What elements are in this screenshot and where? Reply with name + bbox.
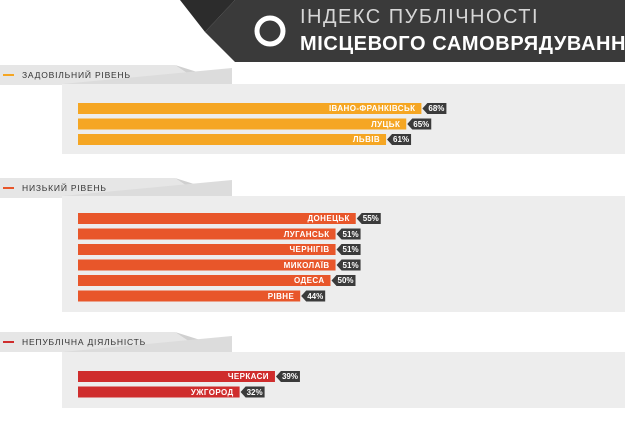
section-marker-icon — [3, 341, 14, 343]
title-line-1: ІНДЕКС ПУБЛІЧНОСТІ — [300, 6, 540, 28]
value-badge — [336, 244, 361, 255]
bar-value-label: 51% — [342, 245, 359, 254]
section-panel-fold — [62, 180, 232, 196]
bar-label: ІВАНО-ФРАНКІВСЬК — [328, 104, 416, 113]
section-panel-fold — [62, 68, 232, 84]
value-badge — [387, 134, 412, 145]
section-label: НИЗЬКИЙ РІВЕНЬ — [22, 183, 107, 193]
bar — [78, 386, 240, 398]
section-panel-fold — [62, 336, 232, 352]
bar-label: ЧЕРКАСИ — [227, 372, 269, 381]
bar-value-label: 50% — [337, 276, 354, 285]
bar — [78, 290, 301, 302]
bar — [78, 228, 336, 240]
title-line-2: МІСЦЕВОГО САМОВРЯДУВАННЯ — [300, 33, 625, 55]
section-label: НЕПУБЛІЧНА ДІЯЛЬНІСТЬ — [22, 337, 147, 347]
value-badge — [301, 290, 326, 302]
header-fold — [180, 0, 235, 32]
bar — [78, 371, 275, 382]
bar-label: ОДЕСА — [293, 276, 325, 285]
bar — [78, 134, 387, 145]
bar-label: ЛУГАНСЬК — [283, 229, 330, 239]
bar-label: РІВНЕ — [267, 291, 295, 301]
section-label: ЗАДОВІЛЬНИЙ РІВЕНЬ — [22, 70, 131, 80]
bar-value-label: 32% — [246, 387, 263, 397]
bar-label: УЖГОРОД — [190, 387, 234, 397]
bar-label: ЧЕРНІГІВ — [289, 245, 330, 254]
value-badge — [407, 118, 432, 130]
bar — [78, 103, 422, 114]
bar-label: ЛУЦЬК — [371, 119, 401, 129]
bar — [78, 275, 331, 286]
bar-value-label: 68% — [428, 104, 445, 113]
value-badge — [275, 371, 300, 382]
bar-value-label: 39% — [281, 372, 298, 381]
section-marker-icon — [3, 74, 14, 76]
bar-value-label: 51% — [342, 260, 359, 270]
header-band — [205, 0, 625, 62]
value-badge — [422, 103, 447, 114]
bar-value-label: 44% — [307, 291, 324, 301]
bar-value-label: 61% — [393, 135, 410, 144]
value-badge — [336, 259, 361, 271]
bar — [78, 244, 336, 255]
value-badge — [356, 213, 381, 224]
bar-value-label: 51% — [342, 229, 359, 239]
bar-label: МИКОЛАЇВ — [283, 260, 330, 270]
section-marker-icon — [3, 187, 14, 189]
value-badge — [331, 275, 356, 286]
bar-value-label: 65% — [413, 119, 430, 129]
bar — [78, 259, 336, 271]
logo-ring-icon — [254, 15, 286, 47]
bar — [78, 213, 356, 224]
value-badge — [240, 386, 265, 398]
bar-label: ЛЬВІВ — [352, 135, 381, 144]
bar-value-label: 55% — [362, 214, 379, 223]
bar-label: ДОНЕЦЬК — [307, 214, 350, 223]
bar — [78, 118, 407, 130]
value-badge — [336, 228, 361, 240]
